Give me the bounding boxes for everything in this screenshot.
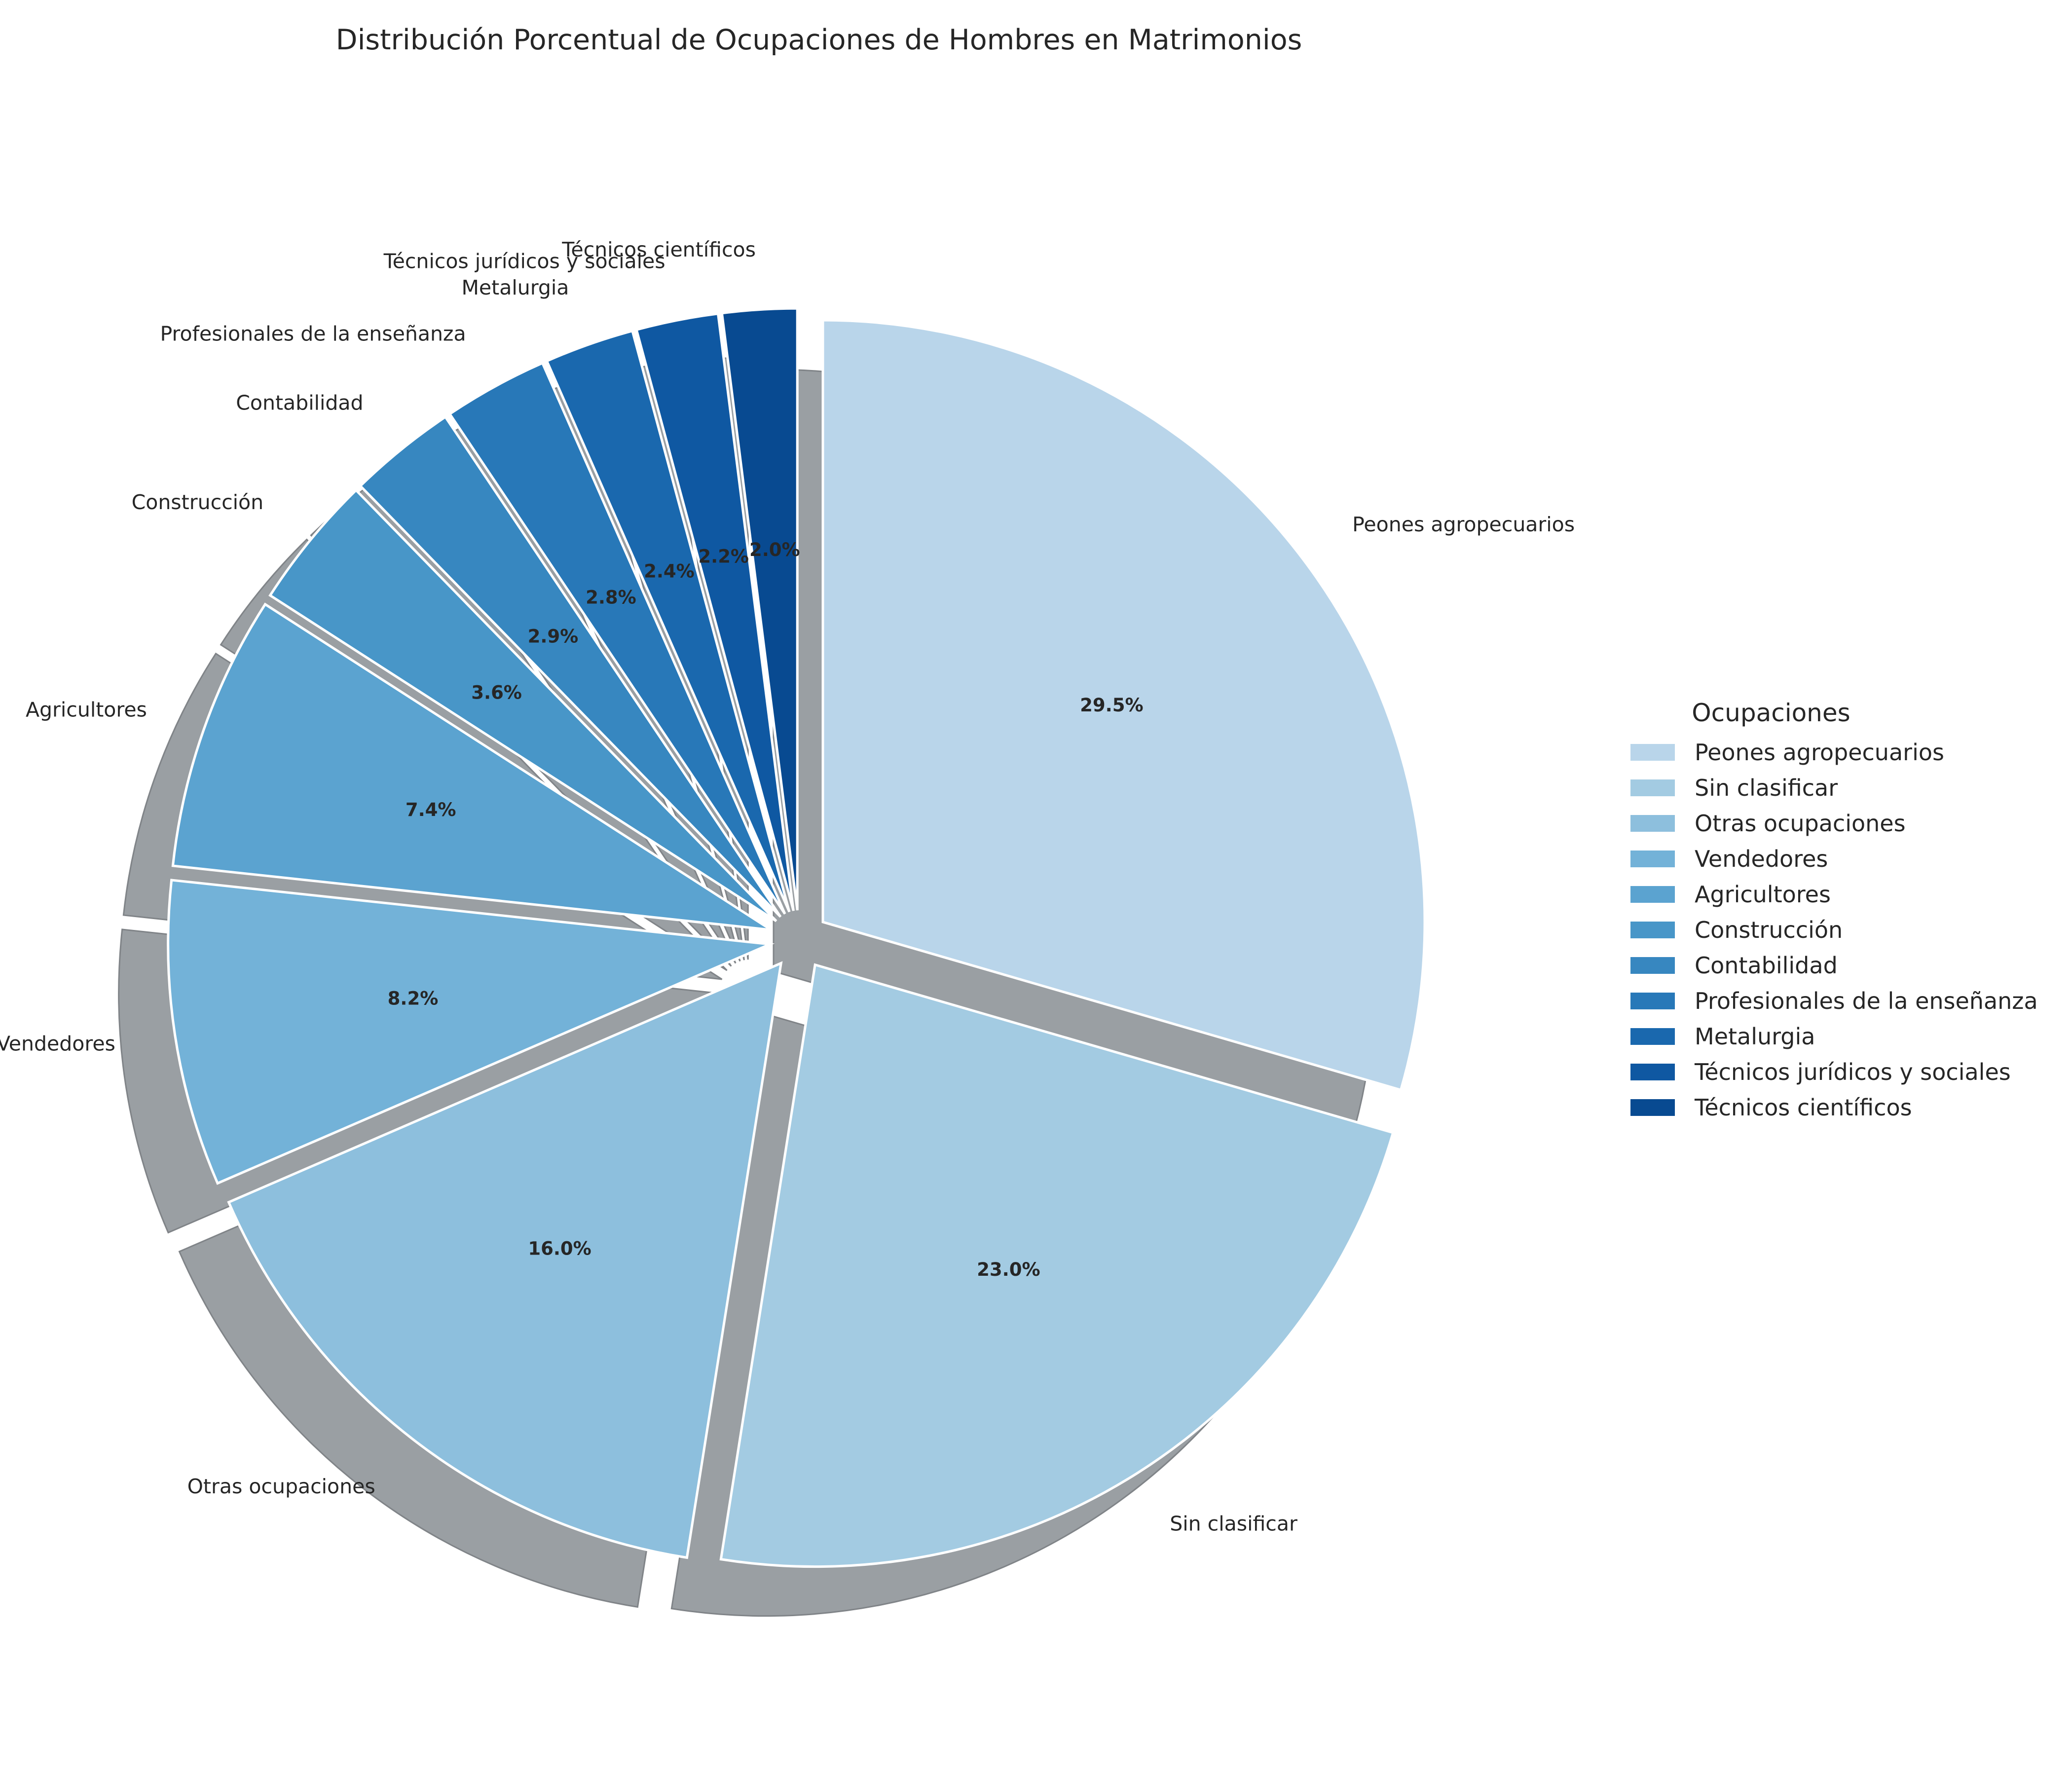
slice-contabilidad <box>358 415 782 918</box>
pct-label-tecnicos-cientificos: 2.0% <box>749 539 800 560</box>
pct-label-agricultores: 7.4% <box>406 799 456 820</box>
slice-label-peones-agropecuarios: Peones agropecuarios <box>1352 513 1575 536</box>
slice-label-tecnicos-cientificos: Técnicos científicos <box>561 238 756 261</box>
legend-swatch-tecnicos-juridicos-y-sociales <box>1630 1064 1675 1080</box>
legend-swatch-tecnicos-cientificos <box>1630 1099 1675 1116</box>
pie-slices <box>167 307 1426 1568</box>
slice-label-tecnicos-juridicos-y-sociales: Técnicos jurídicos y sociales <box>383 250 666 273</box>
pct-label-peones-agropecuarios: 29.5% <box>1080 695 1143 716</box>
legend-swatch-otras-ocupaciones <box>1630 815 1675 832</box>
pct-label-contabilidad: 2.9% <box>528 626 579 647</box>
pct-label-construccion: 3.6% <box>471 682 522 703</box>
legend-swatch-construccion <box>1630 922 1675 938</box>
legend-swatch-profesionales-de-la-ensenanza <box>1630 993 1675 1009</box>
slice-agricultores <box>171 602 772 931</box>
legend-label-construccion: Construcción <box>1695 917 1843 943</box>
legend-swatch-contabilidad <box>1630 957 1675 974</box>
legend: Ocupaciones Peones agropecuarios Sin clas… <box>1630 699 2038 1121</box>
slice-tecnicos-cientificos <box>720 307 799 911</box>
pct-label-sin-clasificar: 23.0% <box>977 1259 1040 1280</box>
slice-label-profesionales-de-la-ensenanza: Profesionales de la enseñanza <box>160 322 466 345</box>
percent-labels: 29.5%23.0%16.0%8.2%7.4%3.6%2.9%2.8%2.4%2… <box>388 539 1144 1280</box>
legend-label-otras-ocupaciones: Otras ocupaciones <box>1695 810 1906 837</box>
legend-title: Ocupaciones <box>1692 699 1850 727</box>
pct-label-metalurgia: 2.4% <box>644 561 695 582</box>
slice-label-metalurgia: Metalurgia <box>462 276 569 299</box>
slice-tecnicos-juridicos-y-sociales <box>635 312 795 911</box>
legend-label-tecnicos-juridicos-y-sociales: Técnicos jurídicos y sociales <box>1694 1059 2011 1085</box>
legend-label-contabilidad: Contabilidad <box>1695 952 1838 979</box>
slice-label-construccion: Construcción <box>132 490 264 514</box>
legend-swatch-peones-agropecuarios <box>1630 744 1675 761</box>
slice-label-otras-ocupaciones: Otras ocupaciones <box>187 1475 375 1498</box>
pct-label-tecnicos-juridicos-y-sociales: 2.2% <box>698 546 749 567</box>
legend-label-tecnicos-cientificos: Técnicos científicos <box>1694 1094 1912 1121</box>
pct-label-vendedores: 8.2% <box>388 988 439 1009</box>
slice-construccion <box>268 488 777 923</box>
pct-label-profesionales-de-la-ensenanza: 2.8% <box>586 587 636 608</box>
slice-label-agricultores: Agricultores <box>26 698 147 721</box>
slice-labels: Peones agropecuarios Sin clasificar Otras … <box>0 238 1575 1536</box>
legend-label-agricultores: Agricultores <box>1695 881 1831 908</box>
slice-label-vendedores: Vendedores <box>0 1032 115 1056</box>
legend-swatch-sin-clasificar <box>1630 779 1675 796</box>
slice-metalurgia <box>545 329 791 913</box>
legend-label-peones-agropecuarios: Peones agropecuarios <box>1695 739 1944 766</box>
legend-swatch-metalurgia <box>1630 1028 1675 1045</box>
legend-label-metalurgia: Metalurgia <box>1695 1023 1815 1050</box>
legend-swatch-agricultores <box>1630 886 1675 903</box>
slice-peones-agropecuarios <box>821 319 1426 1092</box>
slice-profesionales-de-la-ensenanza <box>448 361 786 915</box>
legend-label-sin-clasificar: Sin clasificar <box>1695 775 1838 801</box>
legend-label-vendedores: Vendedores <box>1695 846 1828 872</box>
pct-label-otras-ocupaciones: 16.0% <box>528 1238 591 1259</box>
slice-otras-ocupaciones <box>227 961 783 1559</box>
legend-label-profesionales-de-la-ensenanza: Profesionales de la enseñanza <box>1695 988 2038 1014</box>
slice-vendedores <box>167 879 775 1185</box>
slice-label-contabilidad: Contabilidad <box>236 391 363 414</box>
legend-swatch-vendedores <box>1630 851 1675 867</box>
chart-title: Distribución Porcentual de Ocupaciones d… <box>336 24 1302 56</box>
slice-sin-clasificar <box>719 963 1395 1568</box>
slice-label-sin-clasificar: Sin clasificar <box>1170 1512 1297 1536</box>
legend-items: Peones agropecuarios Sin clasificar Otras … <box>1630 739 2038 1121</box>
